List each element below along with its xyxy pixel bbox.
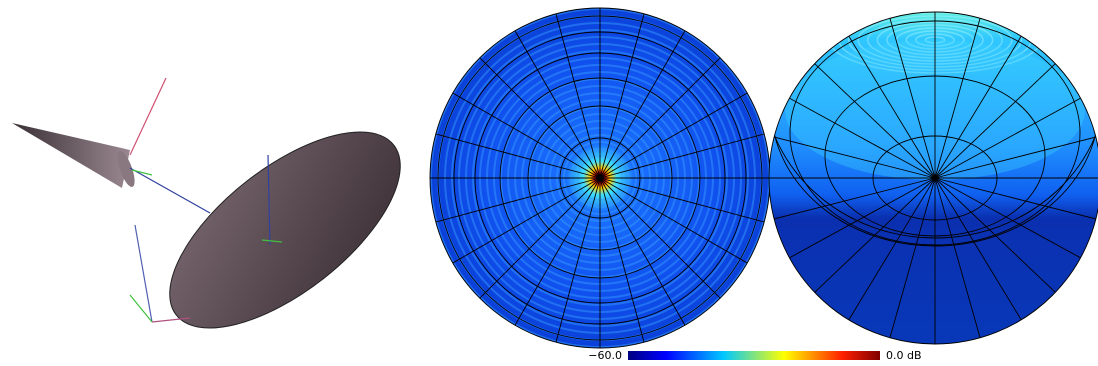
meridian: [599, 87, 757, 179]
graticule: [430, 8, 770, 348]
meridian: [807, 56, 936, 179]
meridian: [599, 8, 648, 179]
parallel: [824, 75, 1046, 237]
meridian: [934, 177, 1098, 223]
meridian: [599, 130, 770, 179]
meridian: [934, 92, 1092, 179]
meridian: [430, 130, 601, 179]
meridian: [443, 177, 601, 269]
meridian: [769, 177, 936, 223]
colorbar-min-label: −60.0: [588, 349, 622, 362]
colorbar: −60.0 0.0 dB: [588, 349, 921, 362]
meridian: [552, 177, 601, 348]
parallel: [527, 105, 673, 251]
meridian: [934, 177, 1026, 327]
meridian: [844, 177, 936, 327]
parallel: [499, 77, 701, 279]
parallel: [474, 52, 726, 304]
meridian: [472, 177, 601, 306]
meridian: [552, 8, 601, 179]
antenna-illustration: [12, 77, 401, 329]
meridian: [778, 92, 936, 179]
meridian: [934, 29, 1026, 179]
meridian: [599, 177, 757, 269]
meridian: [509, 177, 601, 335]
right-sphere: [768, 11, 1098, 345]
parallel: [437, 15, 763, 341]
meridian: [443, 87, 601, 179]
meridian: [807, 177, 936, 300]
meridian: [887, 12, 936, 179]
sphere-outline: [768, 11, 1098, 345]
meridian: [844, 29, 936, 179]
meridian: [472, 50, 601, 179]
meridian: [599, 50, 728, 179]
colorbar-gradient: [628, 351, 880, 360]
meridian: [599, 177, 770, 226]
meridian: [599, 177, 728, 306]
meridian: [599, 177, 691, 335]
parallel: [453, 31, 747, 325]
left-sphere: [429, 7, 771, 349]
meridian: [599, 21, 691, 179]
meridian: [934, 56, 1063, 179]
parallel: [769, 12, 1098, 239]
meridian: [934, 177, 983, 344]
meridian: [509, 21, 601, 179]
meridian: [934, 177, 1063, 300]
meridian: [934, 12, 983, 179]
colorbar-max-label: 0.0 dB: [886, 349, 922, 362]
graticule: [769, 12, 1098, 344]
parallel: [872, 135, 998, 221]
meridian: [599, 177, 648, 348]
meridian: [887, 177, 936, 344]
meridian: [430, 177, 601, 226]
parallel: [559, 137, 641, 219]
parallel: [789, 20, 1081, 246]
